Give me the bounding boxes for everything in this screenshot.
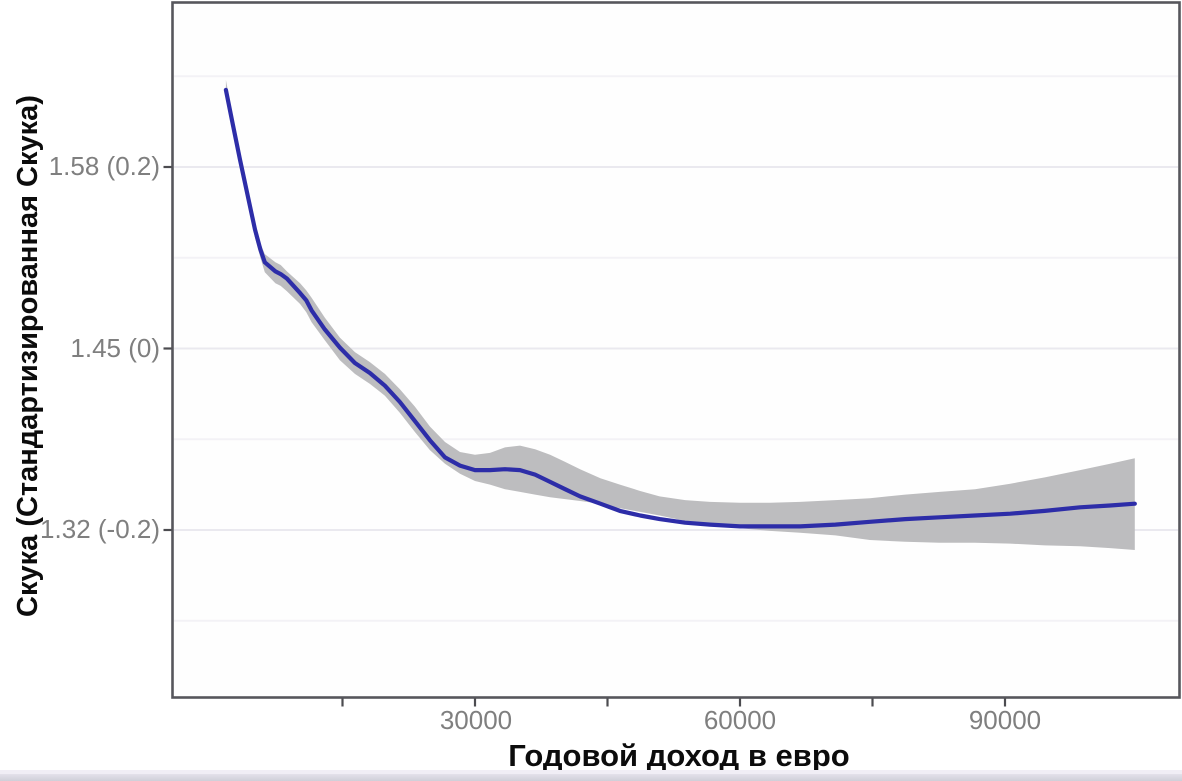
window-bottom-edge-highlight — [0, 770, 1182, 774]
x-tick-label-60000: 60000 — [703, 705, 777, 735]
x-tick-label-90000: 90000 — [968, 705, 1042, 735]
x-tick-label-30000: 30000 — [439, 705, 513, 735]
y-tick-label-middle: 1.45 (0) — [70, 333, 160, 363]
window-bottom-edge-strip — [0, 774, 1182, 781]
confidence-band — [225, 79, 1135, 551]
smoothed-trend-line — [223, 87, 1137, 529]
y-tick-label-bottom: 1.32 (-0.2) — [40, 514, 160, 544]
panel-background — [172, 2, 1180, 698]
x-axis-title: Годовой доход в евро — [508, 738, 850, 773]
y-tick-label-top: 1.58 (0.2) — [48, 151, 160, 181]
y-axis-title: Скука (Стандартизированная Скука) — [12, 95, 44, 617]
panel-border — [171, 1, 1181, 699]
